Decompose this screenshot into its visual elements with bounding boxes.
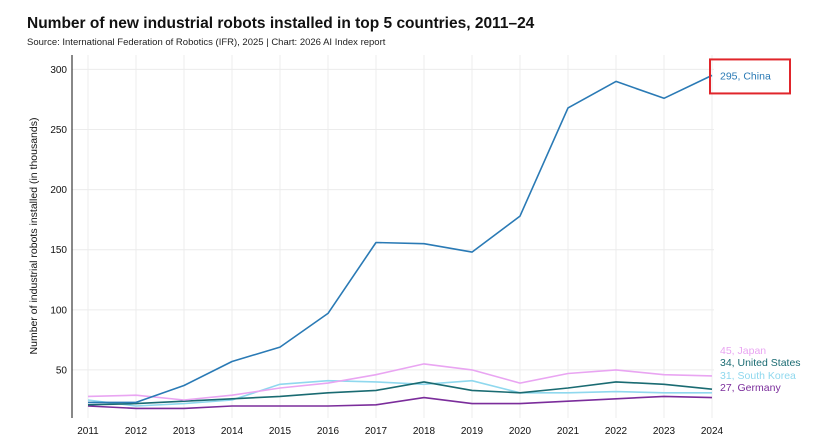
series-line-south-korea: [87, 379, 712, 407]
y-tick-label: 150: [50, 245, 67, 256]
chart-title: Number of new industrial robots installe…: [27, 15, 535, 32]
x-tick-label: 2012: [125, 426, 148, 437]
x-tick-label: 2020: [509, 426, 532, 437]
series-line-china: [88, 74, 713, 404]
end-label-japan: 45, Japan: [720, 345, 766, 357]
y-tick-labels: 50 100 150 200 250 300: [50, 65, 67, 376]
x-tick-label: 2013: [173, 426, 196, 437]
highlight-annotation: [709, 58, 791, 95]
x-tick-label: 2016: [317, 426, 340, 437]
x-tick-label: 2014: [221, 426, 244, 437]
end-label-germany: 27, Germany: [720, 382, 781, 394]
chart-subtitle: Source: International Federation of Robo…: [27, 37, 386, 48]
series-line-united-states: [87, 381, 713, 406]
grid-lines: [72, 55, 714, 418]
y-tick-label: 250: [50, 125, 67, 136]
x-tick-label: 2011: [77, 426, 99, 437]
y-tick-label: 50: [56, 365, 68, 376]
y-tick-label: 300: [50, 65, 67, 76]
x-tick-label: 2015: [269, 426, 292, 437]
y-tick-label: 200: [50, 185, 67, 196]
x-tick-label: 2021: [557, 426, 580, 437]
series-lines: [87, 74, 713, 410]
x-tick-label: 2018: [413, 426, 436, 437]
x-tick-label: 2023: [653, 426, 676, 437]
y-axis-label: Number of industrial robots installed (i…: [28, 118, 40, 355]
highlight-box-china: [709, 58, 791, 95]
y-tick-label: 100: [50, 305, 67, 316]
x-tick-labels: 2011 2012 2013 2014 2015 2016 2017 2018 2019 2020…: [77, 426, 723, 437]
series-line-germany: [87, 395, 713, 410]
x-tick-label: 2024: [701, 426, 724, 437]
end-label-south-korea: 31, South Korea: [720, 370, 796, 382]
end-label-china: 295, China: [720, 70, 771, 82]
series-line-japan: [87, 363, 713, 401]
x-tick-label: 2017: [365, 426, 388, 437]
x-tick-label: 2022: [605, 426, 628, 437]
x-tick-label: 2019: [461, 426, 484, 437]
end-label-united-states: 34, United States: [720, 357, 801, 369]
